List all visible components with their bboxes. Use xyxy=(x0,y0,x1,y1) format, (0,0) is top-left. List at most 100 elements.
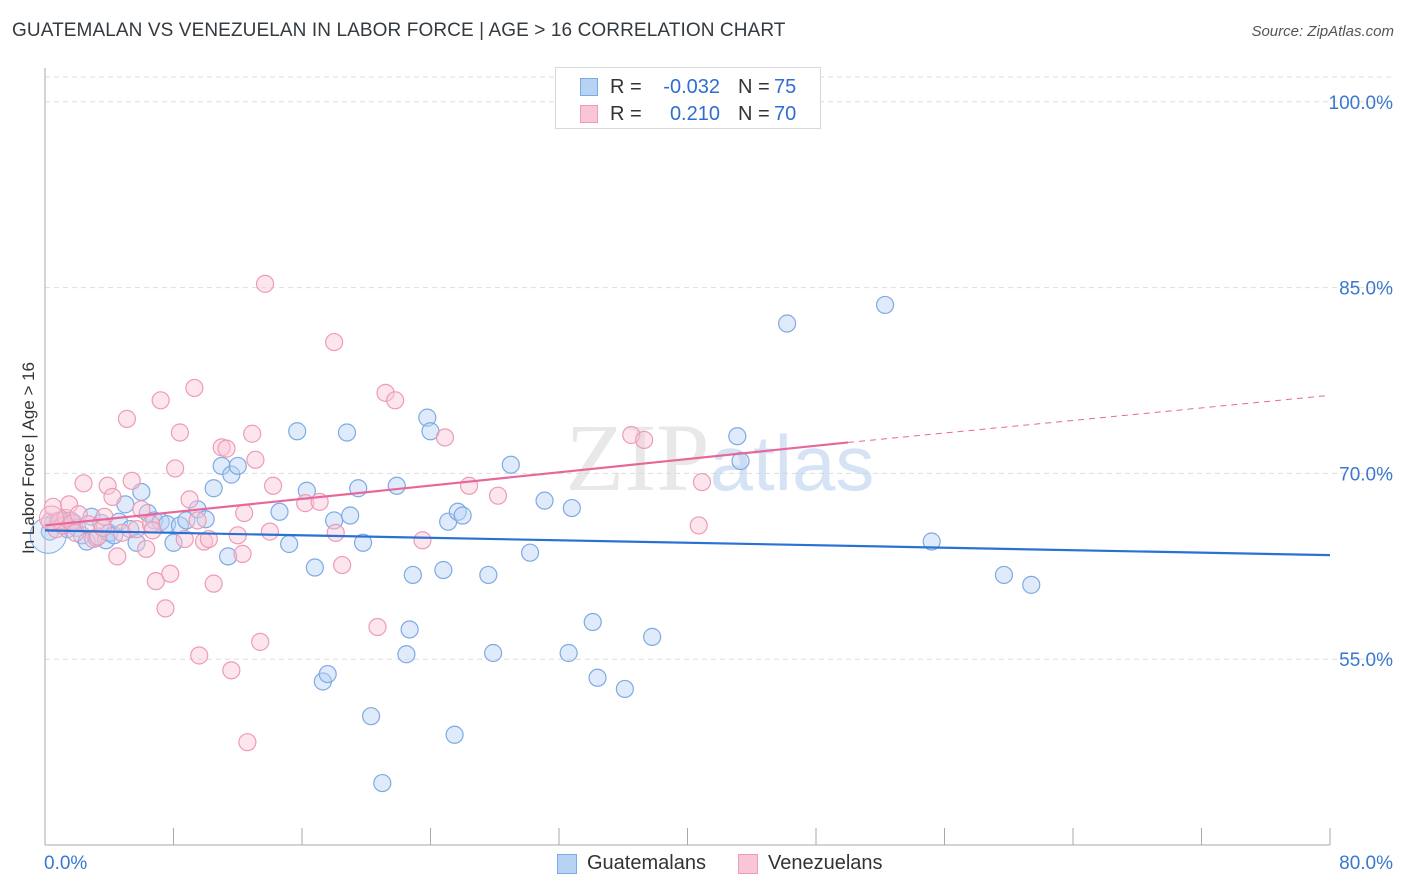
y-tick-label: 85.0% xyxy=(1339,279,1393,300)
legend-n-value: 70 xyxy=(774,102,797,125)
source-credit: Source: ZipAtlas.com xyxy=(1251,23,1394,40)
watermark-zip: ZIP xyxy=(566,404,710,511)
data-point-venezuelan xyxy=(122,471,141,490)
data-point-venezuelan xyxy=(251,632,270,651)
gridlines xyxy=(45,76,1395,660)
legend-row-guatemalans: R = -0.032 N = 75 xyxy=(580,74,796,100)
data-point-venezuelan xyxy=(143,521,162,540)
data-point-venezuelan xyxy=(222,661,241,680)
legend-swatch-pink xyxy=(580,105,598,123)
data-point-venezuelan xyxy=(235,503,254,523)
data-point-guatemalan xyxy=(270,502,289,521)
y-tick-label: 70.0% xyxy=(1339,464,1393,485)
data-point-guatemalan xyxy=(445,725,464,744)
data-point-venezuelan xyxy=(326,523,345,542)
data-point-venezuelan xyxy=(368,617,387,637)
trend-line-guatemalans xyxy=(44,529,1331,557)
data-point-venezuelan xyxy=(228,526,247,545)
data-point-guatemalan xyxy=(228,456,247,476)
data-point-venezuelan xyxy=(95,507,114,526)
legend-r-label: R = xyxy=(610,75,642,98)
data-point-venezuelan xyxy=(66,523,85,542)
data-point-guatemalan xyxy=(127,533,146,552)
data-point-guatemalan xyxy=(280,534,299,554)
data-point-venezuelan xyxy=(151,391,170,410)
data-point-venezuelan xyxy=(156,599,175,618)
data-point-venezuelan xyxy=(204,574,223,593)
legend-item-venezuelans[interactable]: Venezuelans xyxy=(738,852,883,875)
data-point-venezuelan xyxy=(255,274,275,293)
data-point-venezuelan xyxy=(246,450,265,469)
data-point-guatemalan xyxy=(535,491,554,510)
data-point-guatemalan xyxy=(204,479,223,498)
data-point-venezuelan xyxy=(376,383,395,402)
data-point-guatemalan xyxy=(479,565,498,585)
data-point-venezuelan xyxy=(488,486,508,505)
data-point-venezuelan xyxy=(185,378,204,398)
data-point-guatemalan xyxy=(353,533,373,552)
trend-line-venezuelans-extension xyxy=(848,394,1331,443)
data-point-venezuelan xyxy=(435,428,455,447)
data-point-venezuelan xyxy=(217,439,236,458)
data-point-guatemalan xyxy=(583,612,602,632)
data-point-venezuelan xyxy=(74,474,93,493)
legend-item-guatemalans[interactable]: Guatemalans xyxy=(557,852,706,875)
data-point-guatemalan xyxy=(387,476,406,495)
watermark: ZIPatlas xyxy=(566,404,875,511)
data-point-guatemalan xyxy=(922,532,941,551)
data-point-guatemalan xyxy=(403,565,422,585)
data-point-venezuelan xyxy=(117,409,137,428)
data-point-venezuelan xyxy=(59,495,79,514)
legend-label-venezuelans: Venezuelans xyxy=(768,852,883,874)
legend-r-value: 0.210 xyxy=(669,102,720,125)
data-point-guatemalan xyxy=(615,679,634,699)
data-point-guatemalan xyxy=(397,645,416,664)
data-point-guatemalan xyxy=(643,627,662,646)
data-point-venezuelan xyxy=(137,539,156,559)
data-point-venezuelan xyxy=(175,529,194,549)
y-tick-label: 55.0% xyxy=(1339,650,1393,671)
data-point-venezuelan xyxy=(333,555,352,575)
data-point-guatemalan xyxy=(559,643,578,663)
data-point-guatemalan xyxy=(728,427,747,446)
data-point-venezuelan xyxy=(103,487,122,507)
data-point-guatemalan xyxy=(501,455,520,474)
data-point-guatemalan xyxy=(337,423,357,442)
data-point-guatemalan xyxy=(164,533,183,552)
legend-r-value: -0.032 xyxy=(663,75,720,98)
data-point-venezuelan xyxy=(127,520,146,539)
data-point-venezuelan xyxy=(108,547,127,566)
data-point-venezuelan xyxy=(98,476,117,495)
data-point-guatemalan xyxy=(434,560,453,580)
x-tick-label: 80.0% xyxy=(1339,853,1393,874)
series-guatemalans xyxy=(29,295,1041,793)
data-point-guatemalan xyxy=(219,547,238,566)
y-tick-label: 100.0% xyxy=(1329,93,1394,114)
data-point-venezuelan xyxy=(38,505,64,531)
legend-swatch-blue xyxy=(557,853,577,874)
data-point-guatemalan xyxy=(453,506,472,525)
legend-n-value: 75 xyxy=(774,75,797,98)
data-point-venezuelan xyxy=(188,511,207,530)
tick-labels: 55.0% 70.0% 85.0% 100.0% 0.0% 80.0% xyxy=(44,93,1393,874)
data-point-venezuelan xyxy=(413,531,432,550)
legend-label-guatemalans: Guatemalans xyxy=(587,852,706,874)
data-point-venezuelan xyxy=(325,332,344,352)
data-point-venezuelan xyxy=(692,472,712,492)
data-point-venezuelan xyxy=(459,476,479,495)
data-point-venezuelan xyxy=(238,733,257,752)
chart-title: GUATEMALAN VS VENEZUELAN IN LABOR FORCE … xyxy=(12,20,786,41)
data-point-guatemalan xyxy=(288,422,307,441)
watermark-atlas: atlas xyxy=(710,419,875,507)
data-point-venezuelan xyxy=(146,572,165,591)
legend-row-venezuelans: R = 0.210 N = 70 xyxy=(580,101,796,127)
data-point-venezuelan xyxy=(161,564,180,583)
data-point-venezuelan xyxy=(199,529,218,549)
data-point-venezuelan xyxy=(635,430,654,450)
data-point-guatemalan xyxy=(318,664,337,684)
x-tick-label: 0.0% xyxy=(44,853,87,874)
data-point-guatemalan xyxy=(400,620,419,639)
data-point-venezuelan xyxy=(260,522,279,541)
data-point-guatemalan xyxy=(418,408,437,427)
